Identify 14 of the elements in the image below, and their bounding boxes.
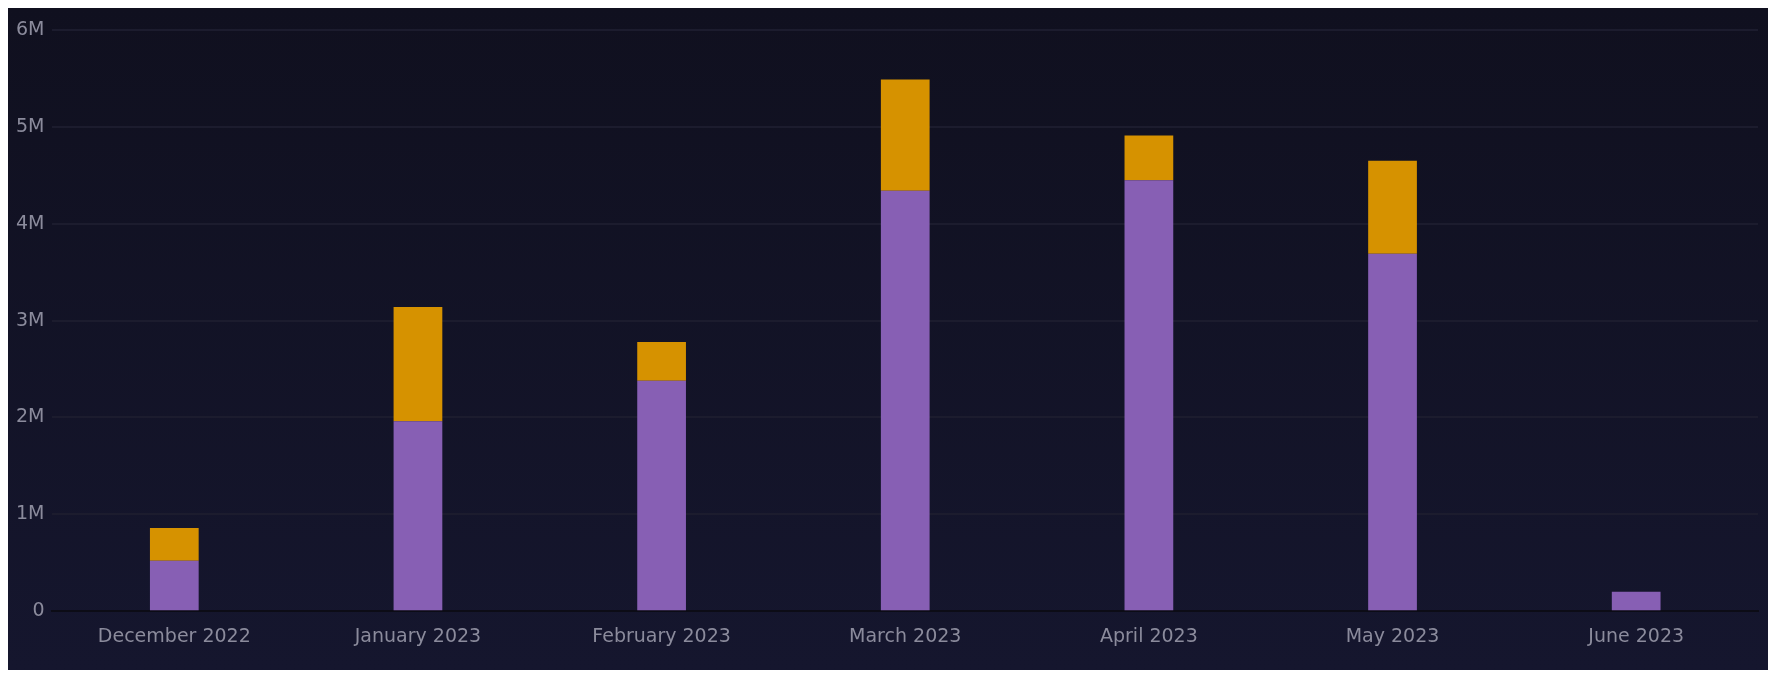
x-tick-label: December 2022 [97, 623, 251, 646]
x-tick-label: January 2023 [353, 623, 482, 646]
y-tick-label: 4M [16, 210, 45, 233]
y-tick-label: 5M [16, 113, 45, 136]
x-tick-label: April 2023 [1099, 623, 1198, 646]
y-tick-label: 3M [16, 307, 45, 330]
y-tick-label: 0 [32, 598, 45, 621]
y-tick-label: 1M [16, 501, 45, 524]
y-tick-label: 6M [16, 16, 45, 39]
x-tick-label: March 2023 [849, 623, 962, 646]
x-tick-label: May 2023 [1345, 623, 1440, 646]
x-tick-label: June 2023 [1587, 623, 1685, 646]
x-tick-label: February 2023 [592, 623, 731, 646]
y-tick-label: 2M [16, 404, 45, 427]
